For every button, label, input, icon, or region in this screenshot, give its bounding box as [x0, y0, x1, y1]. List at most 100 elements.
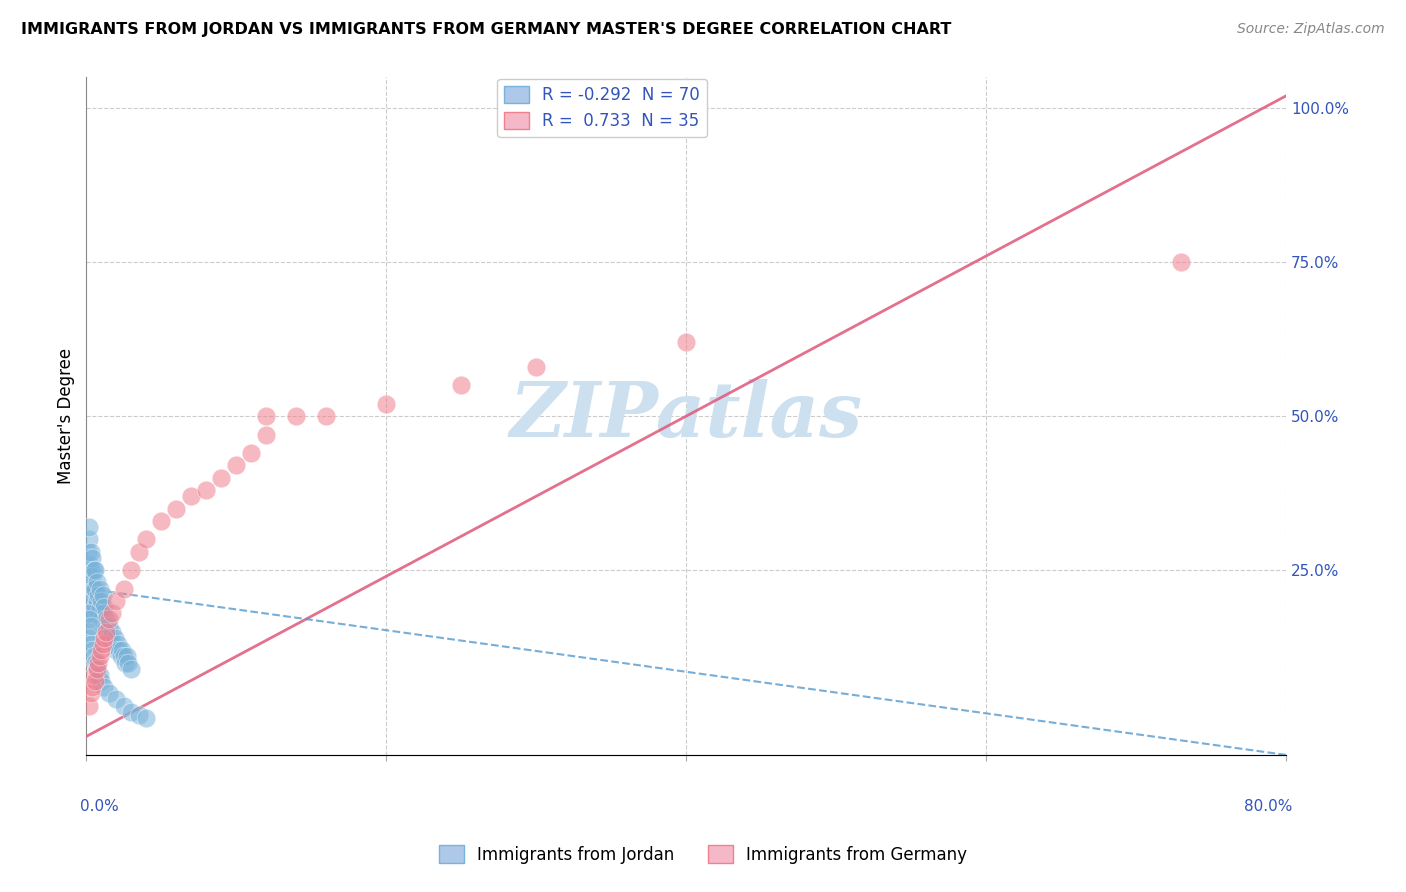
- Text: 80.0%: 80.0%: [1243, 799, 1292, 814]
- Point: [93, 631, 115, 645]
- Point: [285, 409, 308, 424]
- Point: [180, 489, 202, 503]
- Point: [101, 624, 124, 639]
- Point: [80, 582, 103, 596]
- Point: [117, 656, 139, 670]
- Point: [80, 544, 103, 558]
- Point: [84, 656, 107, 670]
- Point: [105, 594, 128, 608]
- Point: [114, 656, 136, 670]
- Point: [135, 533, 157, 547]
- Point: [82, 594, 104, 608]
- Point: [84, 600, 107, 615]
- Point: [112, 649, 135, 664]
- Text: ZIPatlas: ZIPatlas: [509, 379, 863, 453]
- Point: [254, 427, 277, 442]
- Point: [89, 649, 111, 664]
- Point: [83, 582, 105, 596]
- Point: [120, 662, 142, 676]
- Point: [89, 582, 111, 596]
- Point: [104, 631, 127, 645]
- Point: [80, 637, 103, 651]
- Point: [84, 582, 107, 596]
- Point: [86, 662, 108, 676]
- Point: [79, 533, 101, 547]
- Point: [83, 607, 105, 621]
- Point: [150, 514, 173, 528]
- Text: Source: ZipAtlas.com: Source: ZipAtlas.com: [1237, 22, 1385, 37]
- Point: [128, 544, 150, 558]
- Point: [97, 612, 120, 626]
- Point: [195, 483, 218, 497]
- Point: [84, 673, 107, 688]
- Point: [87, 656, 110, 670]
- Point: [86, 575, 108, 590]
- Legend: R = -0.292  N = 70, R =  0.733  N = 35: R = -0.292 N = 70, R = 0.733 N = 35: [498, 79, 707, 137]
- Point: [524, 359, 547, 374]
- Point: [120, 563, 142, 577]
- Point: [82, 643, 104, 657]
- Point: [101, 607, 124, 621]
- Text: 0.0%: 0.0%: [80, 799, 120, 814]
- Point: [79, 520, 101, 534]
- Point: [96, 624, 118, 639]
- Point: [225, 458, 247, 473]
- Point: [89, 600, 111, 615]
- Point: [91, 607, 114, 621]
- Point: [135, 711, 157, 725]
- Point: [94, 624, 117, 639]
- Point: [375, 397, 398, 411]
- Point: [107, 637, 129, 651]
- Point: [93, 600, 115, 615]
- Point: [90, 643, 112, 657]
- Point: [128, 707, 150, 722]
- Point: [86, 594, 108, 608]
- Point: [105, 692, 128, 706]
- Point: [94, 612, 117, 626]
- Point: [240, 446, 263, 460]
- Point: [83, 649, 105, 664]
- Point: [315, 409, 337, 424]
- Point: [112, 698, 135, 713]
- Point: [83, 563, 105, 577]
- Point: [91, 588, 114, 602]
- Point: [83, 668, 105, 682]
- Point: [91, 637, 114, 651]
- Point: [79, 575, 101, 590]
- Point: [108, 643, 131, 657]
- Point: [450, 378, 472, 392]
- Point: [90, 612, 112, 626]
- Point: [79, 612, 101, 626]
- Point: [79, 594, 101, 608]
- Point: [93, 680, 115, 694]
- Point: [254, 409, 277, 424]
- Point: [209, 471, 232, 485]
- Point: [89, 668, 111, 682]
- Point: [79, 631, 101, 645]
- Point: [87, 607, 110, 621]
- Point: [97, 618, 120, 632]
- Point: [79, 557, 101, 571]
- Point: [90, 673, 112, 688]
- Point: [80, 686, 103, 700]
- Point: [120, 705, 142, 719]
- Point: [115, 649, 138, 664]
- Point: [80, 607, 103, 621]
- Point: [103, 637, 125, 651]
- Y-axis label: Master's Degree: Master's Degree: [58, 348, 75, 484]
- Point: [165, 501, 187, 516]
- Point: [111, 643, 134, 657]
- Point: [82, 680, 104, 694]
- Point: [82, 550, 104, 565]
- Text: IMMIGRANTS FROM JORDAN VS IMMIGRANTS FROM GERMANY MASTER'S DEGREE CORRELATION CH: IMMIGRANTS FROM JORDAN VS IMMIGRANTS FRO…: [21, 22, 952, 37]
- Point: [76, 624, 98, 639]
- Legend: Immigrants from Jordan, Immigrants from Germany: Immigrants from Jordan, Immigrants from …: [432, 838, 974, 871]
- Point: [76, 582, 98, 596]
- Point: [80, 563, 103, 577]
- Point: [93, 618, 115, 632]
- Point: [80, 618, 103, 632]
- Point: [110, 649, 132, 664]
- Point: [76, 544, 98, 558]
- Point: [90, 594, 112, 608]
- Point: [98, 631, 121, 645]
